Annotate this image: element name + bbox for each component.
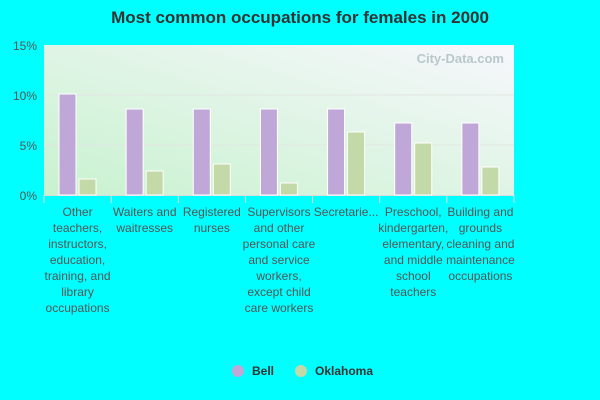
legend-label: Bell: [252, 364, 275, 378]
bar-bell: [58, 93, 77, 196]
x-tick-label: Building and grounds cleaning and mainte…: [446, 205, 515, 283]
bar-oklahoma: [279, 182, 298, 196]
plot-background: [44, 45, 514, 195]
x-tick-label: Registered nurses: [182, 205, 241, 235]
y-tick-label: 15%: [13, 39, 37, 53]
bar-oklahoma: [347, 131, 366, 196]
bar-bell: [259, 108, 278, 196]
bar-oklahoma: [414, 142, 433, 196]
bar-bell: [125, 108, 144, 196]
legend-swatch: [232, 365, 244, 377]
bar-oklahoma: [481, 166, 500, 196]
x-tick-label: Other teachers, instructors, education, …: [44, 205, 111, 315]
x-tick-label: Supervisors and other personal care and …: [242, 205, 316, 315]
bar-bell: [461, 122, 480, 196]
y-tick-label: 10%: [13, 89, 37, 103]
x-tick-label: Waiters and waitresses: [112, 205, 177, 235]
bar-oklahoma: [78, 178, 97, 196]
legend-item-oklahoma: Oklahoma: [295, 364, 373, 378]
x-tick-label: Preschool, kindergarten, elementary, and…: [378, 205, 449, 299]
bar-bell: [327, 108, 346, 196]
bar-oklahoma: [145, 170, 164, 196]
y-tick-label: 5%: [20, 139, 38, 153]
legend-swatch: [295, 365, 307, 377]
chart-title: Most common occupations for females in 2…: [111, 8, 489, 27]
y-tick-label: 0%: [20, 189, 38, 203]
bar-bell: [192, 108, 211, 196]
x-tick-label: Secretarie...: [313, 205, 379, 219]
legend-label: Oklahoma: [315, 364, 374, 378]
watermark: City-Data.com: [417, 51, 504, 66]
bar-bell: [394, 122, 413, 196]
legend-item-bell: Bell: [232, 364, 274, 378]
bar-oklahoma: [212, 163, 231, 196]
